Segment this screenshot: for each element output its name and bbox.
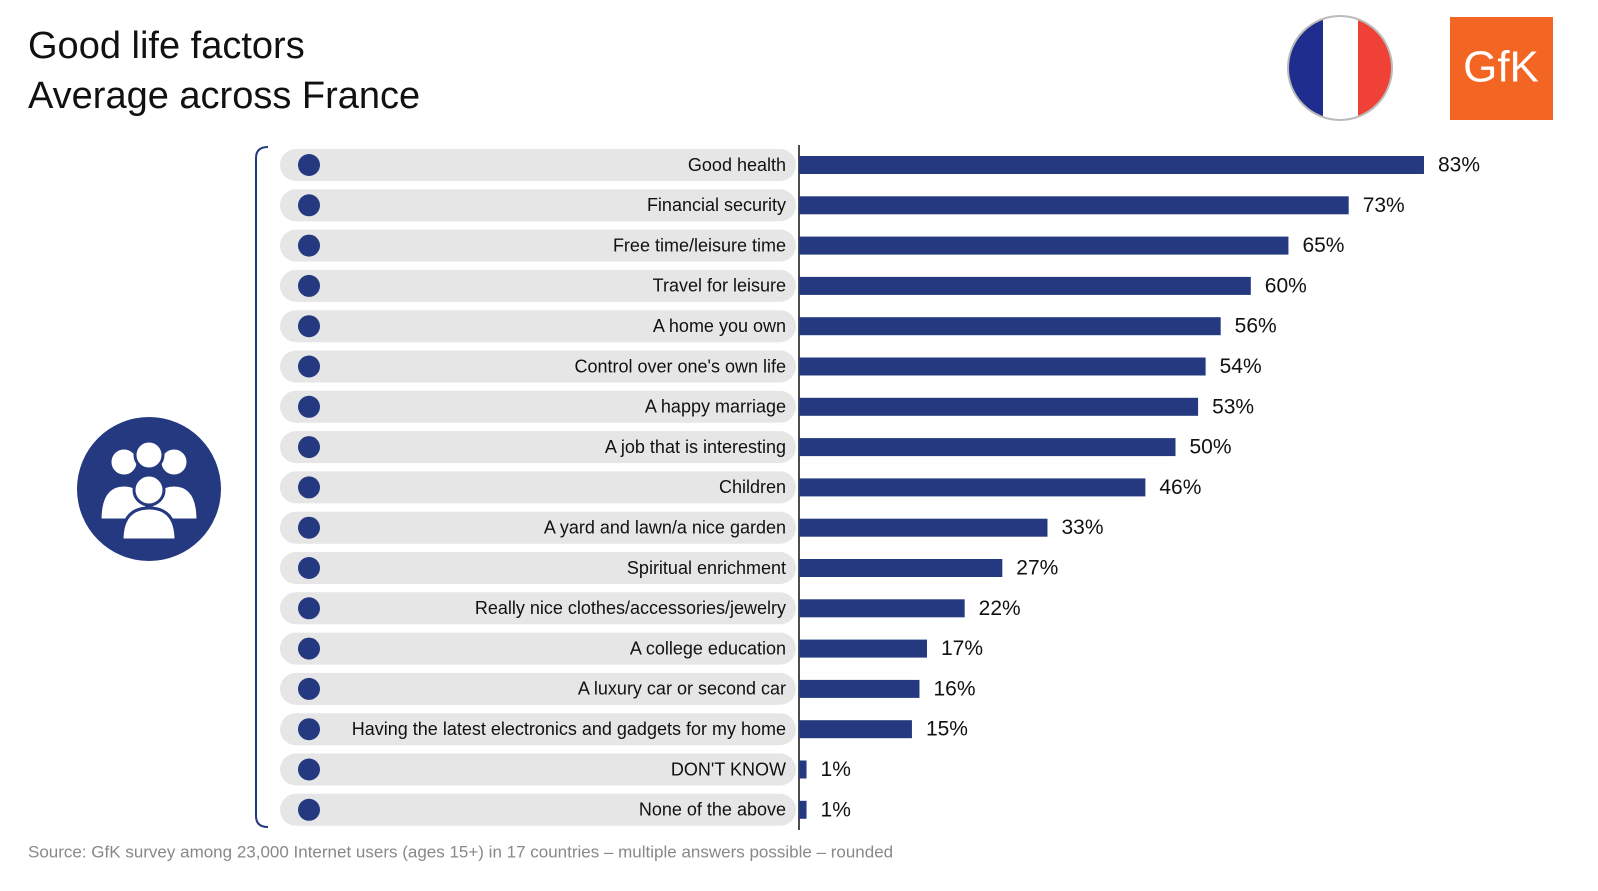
icon [298, 395, 320, 418]
value-label: 33% [1061, 516, 1103, 539]
icon [298, 436, 320, 459]
label-pill [280, 149, 796, 181]
value-label: 17% [941, 637, 983, 660]
bar [799, 760, 807, 779]
bar [799, 317, 1221, 336]
bar [799, 639, 928, 658]
bracket [255, 146, 269, 828]
bar [799, 438, 1176, 457]
label-pill [280, 672, 796, 705]
bar [799, 236, 1289, 255]
value-label: 22% [979, 597, 1021, 620]
value-label: 54% [1220, 355, 1262, 378]
category-label: None of the above [639, 800, 786, 820]
bar [799, 357, 1206, 376]
bar [799, 276, 1251, 295]
label-pill [280, 753, 796, 786]
bar [799, 559, 1003, 577]
bar [799, 478, 1146, 497]
label-pill [280, 552, 796, 584]
source-note: Source: GfK survey among 23,000 Internet… [28, 842, 893, 861]
category-label: Really nice clothes/accessories/jewelry [475, 598, 786, 618]
icon [298, 154, 320, 176]
category-label: Financial security [647, 195, 786, 215]
label-pill [280, 310, 796, 343]
icon [298, 516, 320, 539]
label-pill [280, 592, 796, 625]
icon [298, 758, 320, 781]
icon [298, 677, 320, 700]
chart-title: Good life factors [28, 25, 305, 67]
value-label: 73% [1363, 194, 1405, 217]
category-label: A college education [630, 638, 786, 658]
value-label: 65% [1302, 234, 1344, 257]
category-label: A home you own [653, 316, 786, 336]
chart-subtitle: Average across France [28, 75, 420, 117]
icon [298, 798, 320, 821]
value-label: 50% [1190, 436, 1232, 459]
label-pill [280, 632, 796, 665]
value-label: 46% [1159, 476, 1201, 499]
label-pill [280, 793, 796, 826]
icon [298, 315, 320, 338]
category-label: A yard and lawn/a nice garden [544, 517, 786, 537]
category-label: DON'T KNOW [671, 759, 786, 779]
icon [298, 355, 320, 378]
category-label: A happy marriage [645, 397, 786, 417]
bar [799, 800, 807, 819]
category-label: Travel for leisure [653, 276, 786, 296]
bar [799, 599, 965, 618]
icon [298, 274, 320, 297]
label-pill [280, 471, 796, 504]
icon [298, 194, 320, 217]
bar [799, 196, 1349, 215]
bar [799, 397, 1199, 416]
label-pill [280, 713, 796, 746]
value-label: 1% [821, 798, 851, 821]
icon [298, 557, 320, 579]
value-label: 83% [1438, 154, 1480, 177]
value-label: 16% [933, 677, 975, 700]
label-pill [280, 189, 796, 222]
category-label: A luxury car or second car [578, 679, 786, 699]
logo-box [1450, 17, 1553, 120]
flag [1287, 15, 1393, 121]
label-pill [280, 350, 796, 383]
icon [298, 718, 320, 741]
icon [298, 476, 320, 499]
icon [298, 234, 320, 257]
label-pill [280, 431, 796, 464]
icon [298, 637, 320, 660]
category-label: Free time/leisure time [613, 235, 786, 255]
bar [799, 518, 1048, 537]
bar [799, 679, 920, 698]
category-label: A job that is interesting [605, 437, 786, 457]
value-label: 1% [821, 758, 851, 781]
category-label: Good health [688, 155, 786, 175]
value-label: 27% [1016, 557, 1058, 580]
value-label: 60% [1265, 274, 1307, 297]
label-pill [280, 511, 796, 544]
icon [298, 597, 320, 620]
category-label: Children [719, 477, 786, 497]
category-label: Control over one's own life [574, 356, 786, 376]
bar [799, 156, 1424, 174]
label-pill [280, 269, 796, 302]
value-label: 15% [926, 718, 968, 741]
category-label: Having the latest electronics and gadget… [352, 719, 786, 739]
value-label: 53% [1212, 395, 1254, 418]
value-label: 56% [1235, 315, 1277, 338]
category-label: Spiritual enrichment [627, 558, 786, 578]
logo: GfK [1463, 43, 1539, 92]
label-pill [280, 229, 796, 262]
bar [799, 720, 912, 739]
people-icon [77, 417, 221, 561]
label-pill [280, 390, 796, 423]
